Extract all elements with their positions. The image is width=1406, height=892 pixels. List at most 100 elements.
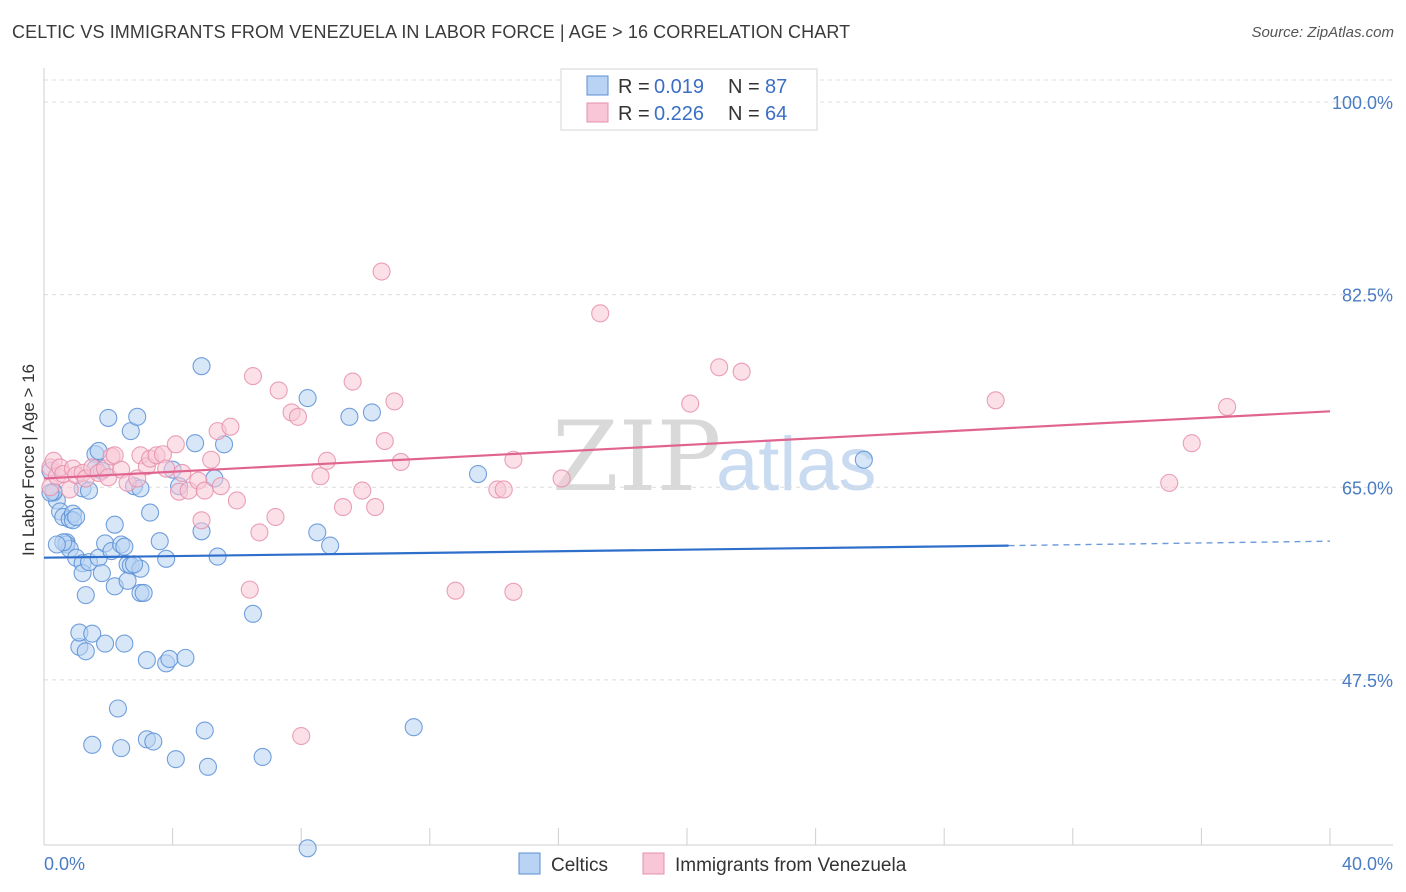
legend-r-value-1: 0.019 [654,76,704,98]
venezuela-point [227,491,246,510]
legend-n-label-1: N = [728,76,760,98]
venezuela-point [317,451,336,470]
celtic-points [41,357,873,858]
venezuela-point [292,726,311,746]
venezuela-point [710,358,729,377]
venezuela-point [446,581,465,600]
venezuela-point [591,304,610,323]
celtic-point [468,465,488,484]
celtic-trend-extension [1008,540,1331,547]
trend-lines [43,410,1331,559]
celtic-point [141,503,160,522]
celtic-point [47,535,66,554]
watermark-atlas: atlas [716,422,877,507]
correlation-legend: R = 0.019 N = 87 R = 0.226 N = 64 [560,68,818,131]
legend-celtic-swatch [586,75,609,96]
venezuela-point [1160,473,1179,492]
venezuela-point [986,391,1005,410]
source-credit: Source: ZipAtlas.com [1251,24,1394,41]
y-tick-label: 82.5% [1342,286,1393,306]
legend-r-label-2: R = [618,103,650,125]
celtic-point [83,735,102,754]
venezuela-point [1182,434,1201,453]
celtic-point [108,699,127,718]
celtic-point [166,750,185,769]
celtic-point [134,583,153,602]
venezuela-point [552,469,571,488]
venezuela-point [202,450,221,469]
legend-venezuela-label: Immigrants from Venezuela [675,855,907,876]
celtic-point [76,642,95,661]
venezuela-point [681,394,700,413]
celtic-point [144,732,163,751]
venezuela-point [266,507,285,527]
venezuela-points [41,262,1237,746]
chart-title: CELTIC VS IMMIGRANTS FROM VENEZUELA IN L… [12,22,851,42]
celtic-point [362,403,381,422]
venezuela-point [157,459,176,478]
venezuela-point [494,480,513,499]
venezuela-point [391,452,410,471]
celtic-point [308,523,327,542]
x-tick-label-max: 40.0% [1342,854,1393,874]
venezuela-point [173,463,192,483]
celtic-point [92,564,111,583]
celtic-point [192,357,211,376]
venezuela-point [288,407,308,426]
legend-n-value-1: 87 [765,76,787,98]
celtic-point [340,407,359,426]
axes [43,68,1393,846]
venezuela-point [240,580,259,599]
venezuela-point [385,392,404,411]
venezuela-point [504,450,523,469]
celtic-point [150,532,169,551]
legend-celtics-swatch [518,852,541,875]
legend-n-label-2: N = [728,103,760,125]
y-tick-label: 65.0% [1342,478,1393,498]
celtic-point [404,718,423,737]
celtic-point [124,555,144,574]
venezuela-point [366,498,385,517]
y-tick-label: 47.5% [1342,671,1393,691]
celtic-point [298,839,317,858]
legend-venezuela-swatch [586,102,609,123]
watermark: ZIP atlas [552,401,877,513]
celtic-point [321,536,340,555]
celtic-point [99,408,118,427]
celtic-point [243,604,263,623]
venezuela-point [269,381,288,400]
venezuela-point [353,481,372,500]
legend-r-label-1: R = [618,76,650,98]
venezuela-point [192,511,211,530]
legend-r-value-2: 0.226 [654,103,704,125]
legend-n-value-2: 64 [765,103,787,125]
venezuela-point [732,362,751,381]
y-tick-label: 100.0% [1332,93,1393,113]
y-tick-labels: 47.5% 65.0% 82.5% 100.0% [1332,93,1393,691]
celtic-point [186,434,205,453]
celtic-point [67,507,86,527]
celtic-point [137,651,156,670]
legend-celtics-label: Celtics [551,855,608,876]
celtic-point [195,721,214,740]
celtic-point [157,549,176,568]
celtic-point [118,571,137,590]
venezuela-point [166,435,185,454]
celtic-point [128,407,147,426]
celtic-point [160,649,179,669]
celtic-point [176,648,195,667]
venezuela-point [372,262,391,281]
celtic-point [115,634,134,653]
venezuela-point [504,582,523,601]
celtic-point [854,450,873,469]
celtic-point [83,624,102,643]
venezuela-point [211,477,230,496]
celtic-point [298,389,317,408]
watermark-zip: ZIP [552,401,721,513]
venezuela-point [221,417,240,436]
celtic-point [198,757,218,776]
venezuela-point [195,481,214,500]
legend-venezuela-swatch-bottom [642,852,665,875]
x-tick-label-min: 0.0% [44,854,85,874]
